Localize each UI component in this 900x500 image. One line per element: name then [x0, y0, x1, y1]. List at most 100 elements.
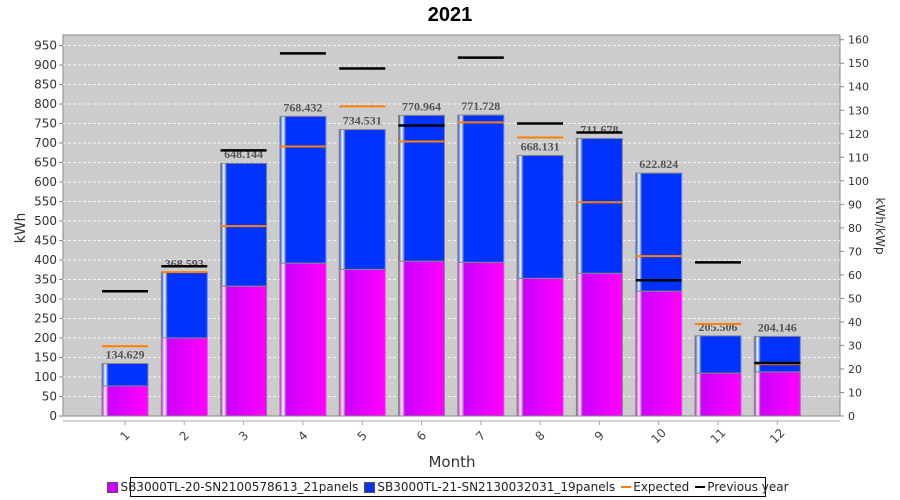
legend-label-series-1: SB3000TL-20-SN2100578613_21panels [120, 480, 359, 494]
bar-series-2 [753, 335, 801, 373]
data-label: 622.824 [639, 157, 678, 171]
y-tick-label: 200 [34, 331, 57, 345]
bar-series-2 [220, 162, 268, 287]
x-tick-label: 10 [648, 426, 669, 447]
legend-item-expected: Expected [621, 480, 689, 494]
data-label: 734.531 [343, 114, 382, 128]
y-right-tick-label: 150 [848, 57, 869, 70]
y-right-tick-label: 50 [848, 292, 862, 305]
y-right-tick-label: 80 [848, 222, 862, 235]
bar-series-1 [398, 260, 445, 417]
bar-series-2 [516, 154, 564, 279]
x-tick-label: 6 [414, 428, 429, 443]
bar-series-2 [575, 137, 623, 274]
y-right-axis-label: kWh/kWp [873, 198, 887, 255]
data-label: 668.131 [521, 139, 560, 153]
y-tick-label: 50 [42, 390, 57, 404]
y-tick-label: 850 [34, 78, 57, 92]
y-right-tick-label: 130 [848, 104, 869, 117]
bar-series-2 [101, 362, 149, 387]
bar-series-2 [457, 114, 505, 263]
x-tick-label: 3 [236, 428, 251, 443]
legend-item-series-2: SB3000TL-21-SN2130032031_19panels [364, 480, 615, 494]
y-right-tick-label: 140 [848, 81, 869, 94]
bar-series-2 [694, 335, 742, 374]
x-tick-label: 8 [532, 428, 547, 443]
data-label: 768.432 [283, 100, 322, 114]
data-label: 205.506 [699, 320, 738, 334]
chart: 2021050100150200250300350400450500550600… [13, 4, 887, 471]
y-right-tick-label: 20 [848, 363, 862, 376]
y-tick-label: 650 [34, 156, 57, 170]
legend-line-expected [621, 486, 632, 488]
bar-series-2 [279, 115, 327, 264]
y-tick-label: 100 [34, 370, 57, 384]
y-tick-label: 400 [34, 253, 57, 267]
data-label: 134.629 [106, 347, 145, 361]
bar-series-1 [575, 272, 623, 417]
y-tick-label: 800 [34, 97, 57, 111]
y-right-tick-label: 110 [848, 151, 869, 164]
bar-series-2 [160, 271, 208, 339]
y-right-tick-label: 100 [848, 175, 869, 188]
bar-series-1 [101, 385, 149, 417]
y-right-tick-label: 70 [848, 245, 862, 258]
bar-series-1 [516, 277, 564, 417]
bar-series-2 [635, 172, 683, 292]
y-right-tick-label: 60 [848, 269, 862, 282]
x-tick-label: 5 [355, 428, 370, 443]
bar-series-1 [279, 262, 327, 417]
bar-series-1 [635, 290, 683, 417]
y-tick-label: 500 [34, 214, 57, 228]
y-right-tick-label: 0 [848, 410, 855, 423]
y-tick-label: 750 [34, 117, 57, 131]
x-axis-label: Month [428, 453, 475, 471]
y-right-tick-label: 30 [848, 339, 862, 352]
data-label: 204.146 [758, 320, 797, 334]
y-right-tick-label: 160 [848, 34, 869, 47]
bar-series-1 [753, 371, 801, 417]
y-tick-label: 600 [34, 175, 57, 189]
chart-title: 2021 [428, 4, 473, 26]
data-label: 771.728 [461, 99, 500, 113]
y-right-tick-label: 40 [848, 316, 862, 329]
bar-series-1 [694, 372, 742, 417]
data-label: 770.964 [402, 99, 441, 113]
legend-label-series-2: SB3000TL-21-SN2130032031_19panels [377, 480, 616, 494]
y-right-tick-label: 120 [848, 128, 869, 141]
y-tick-label: 950 [34, 39, 57, 53]
x-tick-label: 9 [592, 428, 607, 443]
bar-series-1 [457, 261, 505, 417]
bar-series-1 [338, 268, 386, 417]
legend-item-previous-year: Previous year [695, 480, 789, 494]
y-tick-label: 450 [34, 234, 57, 248]
y-tick-label: 0 [49, 409, 57, 423]
y-tick-label: 700 [34, 136, 57, 150]
y-right-tick-label: 10 [848, 386, 862, 399]
y-tick-label: 250 [34, 312, 57, 326]
y-tick-label: 550 [34, 195, 57, 209]
bar-series-2 [398, 114, 445, 262]
x-tick-label: 12 [767, 426, 788, 447]
x-tick-label: 11 [708, 426, 729, 447]
legend-label-previous-year: Previous year [707, 480, 789, 494]
y-tick-label: 900 [34, 58, 57, 72]
legend-line-previous-year [695, 486, 706, 488]
y-tick-label: 150 [34, 351, 57, 365]
legend-swatch-series-2 [364, 481, 376, 493]
x-tick-label: 1 [117, 428, 132, 443]
x-tick-label: 2 [177, 428, 192, 443]
y-axis-label: kWh [13, 213, 29, 244]
legend: SB3000TL-20-SN2100578613_21panels SB3000… [107, 477, 789, 497]
data-label: 368.593 [165, 256, 204, 270]
y-tick-label: 350 [34, 273, 57, 287]
data-label: 711.678 [580, 122, 618, 136]
y-tick-label: 300 [34, 292, 57, 306]
x-tick-label: 7 [473, 428, 488, 443]
bar-series-2 [338, 129, 386, 270]
x-tick-label: 4 [295, 428, 310, 443]
bar-series-1 [160, 337, 208, 417]
legend-label-expected: Expected [633, 480, 690, 494]
y-right-tick-label: 90 [848, 198, 862, 211]
legend-swatch-series-1 [107, 481, 119, 493]
